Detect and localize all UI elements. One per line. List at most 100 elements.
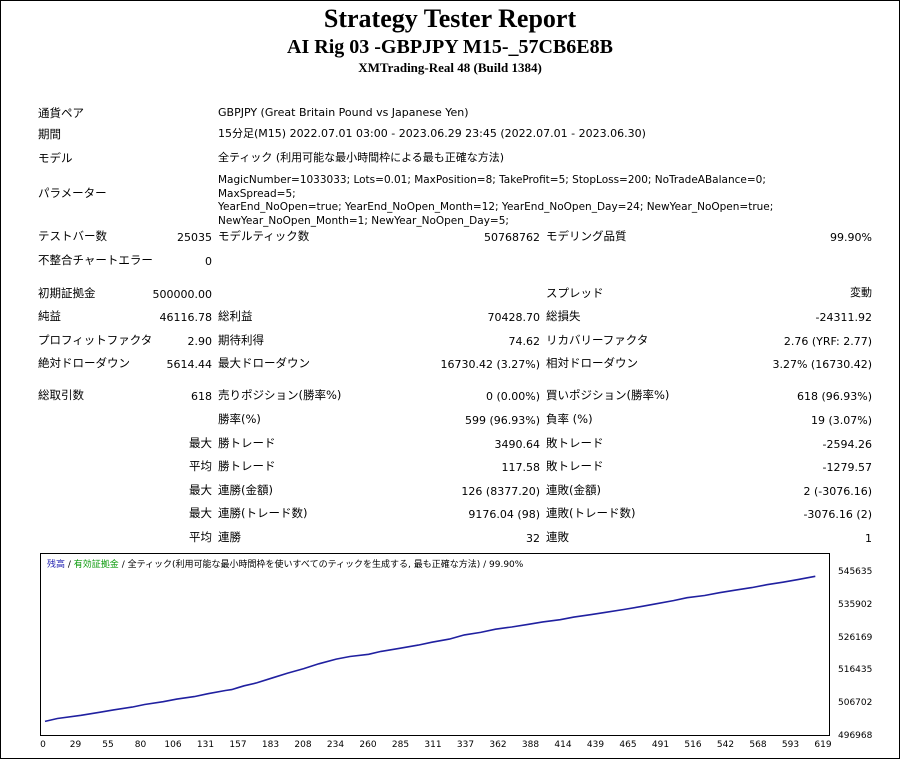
- avg-win-value: 117.58: [501, 461, 541, 474]
- params-label: パラメーター: [38, 186, 107, 200]
- x-tick-label: 465: [619, 740, 637, 750]
- quality-value: 99.90%: [830, 231, 872, 244]
- spread-value: 変動: [850, 286, 872, 299]
- win-label: 勝率(%): [218, 412, 261, 426]
- bars-value: 25035: [177, 231, 212, 244]
- x-tick-label: 388: [521, 740, 540, 750]
- x-tick-label: 234: [326, 740, 345, 750]
- mismatch-value: 0: [205, 255, 212, 268]
- net-value: 46116.78: [159, 311, 213, 324]
- x-tick-label: 414: [554, 740, 572, 750]
- loss-value: 19 (3.07%): [810, 414, 872, 427]
- x-tick-label: 568: [749, 740, 767, 750]
- x-tick-label: 285: [391, 740, 410, 750]
- max-dd-value: 16730.42 (3.27%): [440, 358, 540, 371]
- deposit-label: 初期証拠金: [38, 286, 96, 300]
- symbol-value: GBPJPY (Great Britain Pound vs Japanese …: [218, 106, 469, 119]
- max-cons-win-label: 連勝(金額): [218, 483, 273, 497]
- max-word-2: 最大: [189, 483, 212, 497]
- x-tick-label: 131: [196, 740, 215, 750]
- params-line-3: NewYear_NoOpen_Month=1; NewYear_NoOpen_D…: [218, 214, 509, 227]
- loss-label: 負率 (%): [546, 412, 593, 426]
- gross-loss-label: 総損失: [546, 309, 581, 323]
- avg-cons-loss-label: 連敗: [546, 530, 569, 544]
- y-tick-label: 516435: [838, 665, 873, 676]
- x-tick-label: 80: [134, 740, 147, 750]
- balance-line-0: [44, 575, 816, 723]
- x-tick-label: 106: [164, 740, 182, 750]
- x-tick-label: 439: [586, 740, 605, 750]
- period-value: 15分足(M15) 2022.07.01 03:00 - 2023.06.29 …: [218, 127, 646, 140]
- x-tick-label: 542: [716, 740, 735, 750]
- x-tick-label: 29: [69, 740, 82, 750]
- abs-dd-value: 5614.44: [166, 358, 213, 371]
- x-tick-label: 593: [781, 740, 800, 750]
- trades-value: 618: [191, 390, 212, 403]
- y-tick-label: 496968: [838, 731, 873, 741]
- server-info: XMTrading-Real 48 (Build 1384): [358, 60, 542, 75]
- net-label: 純益: [38, 309, 61, 323]
- model-value: 全ティック (利用可能な最小時間枠による最も正確な方法): [218, 151, 505, 164]
- max-cons-loss-label: 連敗(金額): [546, 483, 601, 497]
- x-tick-label: 208: [294, 740, 312, 750]
- largest-win-label: 勝トレード: [218, 436, 276, 450]
- expected-value: 74.62: [508, 335, 541, 348]
- x-tick-label: 516: [684, 740, 702, 750]
- largest-loss-label: 敗トレード: [546, 436, 604, 450]
- avg-win-label: 勝トレード: [218, 459, 276, 473]
- x-tick-label: 491: [651, 740, 670, 750]
- recovery-label: リカバリーファクタ: [546, 333, 649, 347]
- expected-label: 期待利得: [218, 333, 264, 347]
- params-value: MagicNumber=1033033; Lots=0.01; MaxPosit…: [218, 174, 838, 228]
- y-tick-label: 545635: [838, 567, 873, 577]
- params-line-2: YearEnd_NoOpen=true; YearEnd_NoOpen_Mont…: [218, 201, 774, 213]
- x-tick-label: 337: [456, 740, 475, 750]
- max-cons-profit-label: 連勝(トレード数): [218, 506, 308, 520]
- gross-profit-value: 70428.70: [487, 311, 541, 324]
- trades-label: 総取引数: [38, 388, 84, 402]
- avg-cons-win-value: 32: [526, 532, 540, 545]
- x-tick-label: 157: [229, 740, 247, 750]
- y-tick-label: 526169: [838, 632, 873, 643]
- params-line-1: MagicNumber=1033033; Lots=0.01; MaxPosit…: [218, 174, 766, 200]
- avg-loss-label: 敗トレード: [546, 459, 604, 473]
- max-word-3: 最大: [189, 506, 212, 520]
- recovery-value: 2.76 (YRF: 2.77): [783, 335, 872, 348]
- y-tick-label: 506702: [838, 698, 873, 709]
- report-title: Strategy Tester Report: [323, 4, 577, 33]
- abs-dd-label: 絶対ドローダウン: [38, 356, 130, 370]
- rel-dd-label: 相対ドローダウン: [546, 356, 638, 370]
- avg-cons-loss-value: 1: [865, 532, 872, 545]
- model-label: モデル: [38, 151, 73, 165]
- chart-plot-area: 残高 / 有効証拠金 / 全ティック(利用可能な最小時間枠を使いすべてのティック…: [40, 553, 830, 736]
- short-label: 売りポジション(勝率%): [218, 388, 342, 402]
- x-tick-label: 619: [814, 740, 832, 750]
- quality-label: モデリング品質: [546, 229, 627, 243]
- ticks-label: モデルティック数: [218, 229, 310, 243]
- report-subtitle: AI Rig 03 -GBPJPY M15-_57CB6E8B: [287, 36, 613, 58]
- pf-value: 2.90: [187, 335, 213, 348]
- max-cons-loss-value: 2 (-3076.16): [803, 485, 872, 498]
- avg-word-1: 平均: [189, 459, 212, 473]
- short-value: 0 (0.00%): [485, 390, 540, 403]
- legend-equity: 有効証拠金: [73, 560, 119, 570]
- chart-legend: 残高 / 有効証拠金 / 全ティック(利用可能な最小時間枠を使いすべてのティック…: [47, 560, 524, 570]
- long-label: 買いポジション(勝率%): [546, 388, 670, 402]
- legend-rest: / 全ティック(利用可能な最小時間枠を使いすべてのティックを生成する, 最も正確…: [121, 560, 524, 570]
- max-word-1: 最大: [189, 436, 212, 450]
- gross-profit-label: 総利益: [218, 309, 253, 323]
- win-value: 599 (96.93%): [464, 414, 540, 427]
- period-label: 期間: [38, 127, 61, 141]
- rel-dd-value: 3.27% (16730.42): [772, 358, 872, 371]
- largest-win-value: 3490.64: [494, 438, 541, 451]
- x-tick-label: 362: [489, 740, 507, 750]
- y-tick-label: 535902: [838, 599, 873, 610]
- max-dd-label: 最大ドローダウン: [218, 356, 310, 370]
- x-tick-label: 55: [102, 740, 114, 750]
- x-tick-label: 260: [359, 740, 377, 750]
- max-cons-profit-value: 9176.04 (98): [468, 508, 540, 521]
- gross-loss-value: -24311.92: [815, 311, 872, 324]
- bars-label: テストバー数: [38, 229, 107, 243]
- balance-chart: 残高 / 有効証拠金 / 全ティック(利用可能な最小時間枠を使いすべてのティック…: [37, 553, 879, 751]
- legend-balance: 残高: [47, 560, 66, 570]
